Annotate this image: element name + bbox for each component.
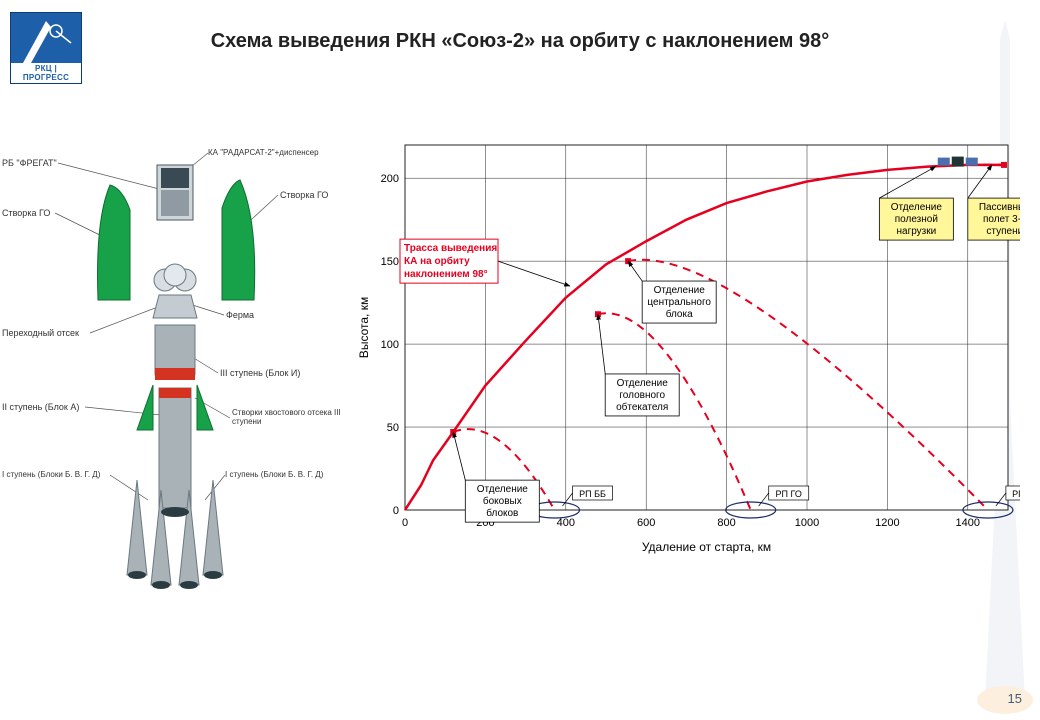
label-stage3: III ступень (Блок И) bbox=[220, 368, 300, 378]
svg-text:400: 400 bbox=[557, 517, 575, 529]
label-skirt3: Створки хвостового отсека III ступени bbox=[232, 408, 342, 426]
svg-text:800: 800 bbox=[717, 517, 735, 529]
page-number: 15 bbox=[1008, 691, 1022, 706]
label-stage1-left: I ступень (Блоки Б. В. Г. Д) bbox=[2, 470, 100, 479]
svg-text:РП ББ: РП ББ bbox=[579, 489, 606, 499]
svg-text:нагрузки: нагрузки bbox=[896, 226, 936, 237]
svg-text:блоков: блоков bbox=[486, 507, 518, 519]
svg-text:Трасса выведения: Трасса выведения bbox=[404, 243, 497, 254]
svg-text:600: 600 bbox=[637, 517, 655, 529]
svg-text:100: 100 bbox=[381, 339, 399, 351]
svg-text:0: 0 bbox=[393, 505, 399, 517]
svg-text:Удаление от старта, км: Удаление от старта, км bbox=[642, 540, 771, 554]
svg-text:боковых: боковых bbox=[483, 495, 522, 507]
label-fairing-right: Створка ГО bbox=[280, 190, 328, 200]
label-fregat: РБ "ФРЕГАТ" bbox=[2, 158, 57, 168]
page: РКЦ | ПРОГРЕСС Схема выведения РКН «Союз… bbox=[0, 0, 1040, 720]
svg-text:РП ГО: РП ГО bbox=[776, 489, 802, 499]
svg-text:ступени: ступени bbox=[986, 226, 1020, 237]
label-fairing-left: Створка ГО bbox=[2, 208, 50, 218]
svg-text:Пассивный: Пассивный bbox=[979, 202, 1020, 213]
label-stage1-right: I ступень (Блоки Б. В. Г. Д) bbox=[225, 470, 323, 479]
svg-text:Отделение: Отделение bbox=[654, 285, 706, 296]
svg-text:Высота, км: Высота, км bbox=[357, 297, 371, 358]
svg-text:0: 0 bbox=[402, 517, 408, 529]
svg-text:Отделение: Отделение bbox=[891, 202, 943, 213]
svg-text:головного: головного bbox=[619, 390, 665, 401]
svg-text:центрального: центрального bbox=[647, 297, 711, 308]
svg-text:КА на орбиту: КА на орбиту bbox=[404, 255, 470, 267]
label-adapter: Переходный отсек bbox=[2, 328, 79, 338]
svg-text:полет 3-й: полет 3-й bbox=[983, 214, 1020, 225]
label-ferma: Ферма bbox=[226, 310, 254, 320]
label-radarsat: КА "РАДАРСАТ-2"+диспенсер bbox=[208, 148, 319, 157]
svg-text:обтекателя: обтекателя bbox=[616, 401, 668, 413]
trajectory-chart: 0200400600800100012001400050100150200Уда… bbox=[350, 135, 1020, 565]
svg-text:1000: 1000 bbox=[795, 517, 819, 529]
svg-text:200: 200 bbox=[381, 173, 399, 185]
page-title: Схема выведения РКН «Союз-2» на орбиту с… bbox=[100, 30, 940, 53]
svg-text:Отделение: Отделение bbox=[477, 484, 529, 495]
svg-text:50: 50 bbox=[387, 422, 399, 434]
svg-text:полезной: полезной bbox=[895, 214, 938, 225]
label-stage2: II ступень (Блок A) bbox=[2, 402, 79, 412]
rocket-diagram: РБ "ФРЕГАТ" КА "РАДАРСАТ-2"+диспенсер Ст… bbox=[0, 130, 348, 600]
svg-text:1200: 1200 bbox=[875, 517, 899, 529]
svg-text:1400: 1400 bbox=[956, 517, 980, 529]
logo-text: РКЦ | ПРОГРЕСС bbox=[11, 63, 81, 83]
svg-text:Отделение: Отделение bbox=[617, 378, 669, 389]
svg-text:блока: блока bbox=[666, 308, 693, 320]
logo: РКЦ | ПРОГРЕСС bbox=[10, 12, 82, 84]
svg-text:РП ЦБ: РП ЦБ bbox=[1012, 489, 1020, 499]
svg-text:150: 150 bbox=[381, 256, 399, 268]
svg-text:наклонением 98°: наклонением 98° bbox=[404, 269, 488, 280]
